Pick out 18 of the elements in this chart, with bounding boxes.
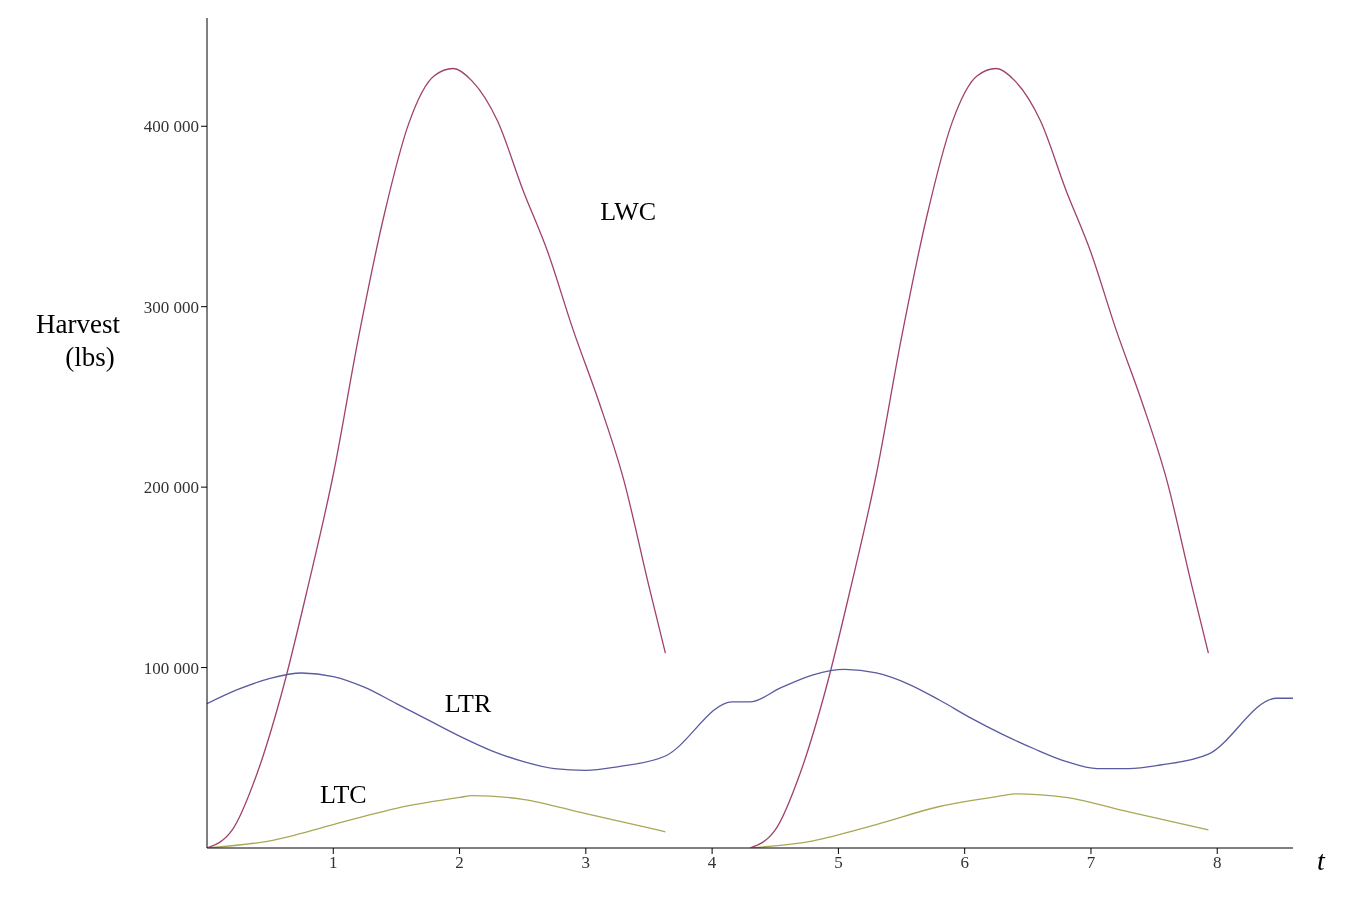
- x-tick-label: 1: [329, 853, 338, 873]
- x-tick-label: 5: [834, 853, 843, 873]
- x-tick-label: 2: [455, 853, 464, 873]
- series-label: LTR: [444, 688, 493, 718]
- line-series: [207, 668, 1293, 772]
- series-label: LTC: [319, 779, 367, 809]
- y-tick-label: 200 000: [143, 478, 199, 498]
- y-tick-label: 300 000: [143, 297, 199, 317]
- x-tick-label: 8: [1212, 853, 1222, 873]
- x-axis-title: t: [1317, 845, 1327, 876]
- y-tick-label: 400 000: [143, 117, 199, 137]
- x-tick-label: 4: [707, 853, 717, 873]
- x-tick-label: 7: [1086, 853, 1096, 873]
- text: LWC: [600, 197, 657, 227]
- x-tick-label: 6: [960, 853, 969, 873]
- x-tick-label: 3: [581, 853, 591, 873]
- y-tick-label: 100 000: [143, 658, 199, 678]
- y-axis-title: Harvest (lbs): [36, 309, 121, 373]
